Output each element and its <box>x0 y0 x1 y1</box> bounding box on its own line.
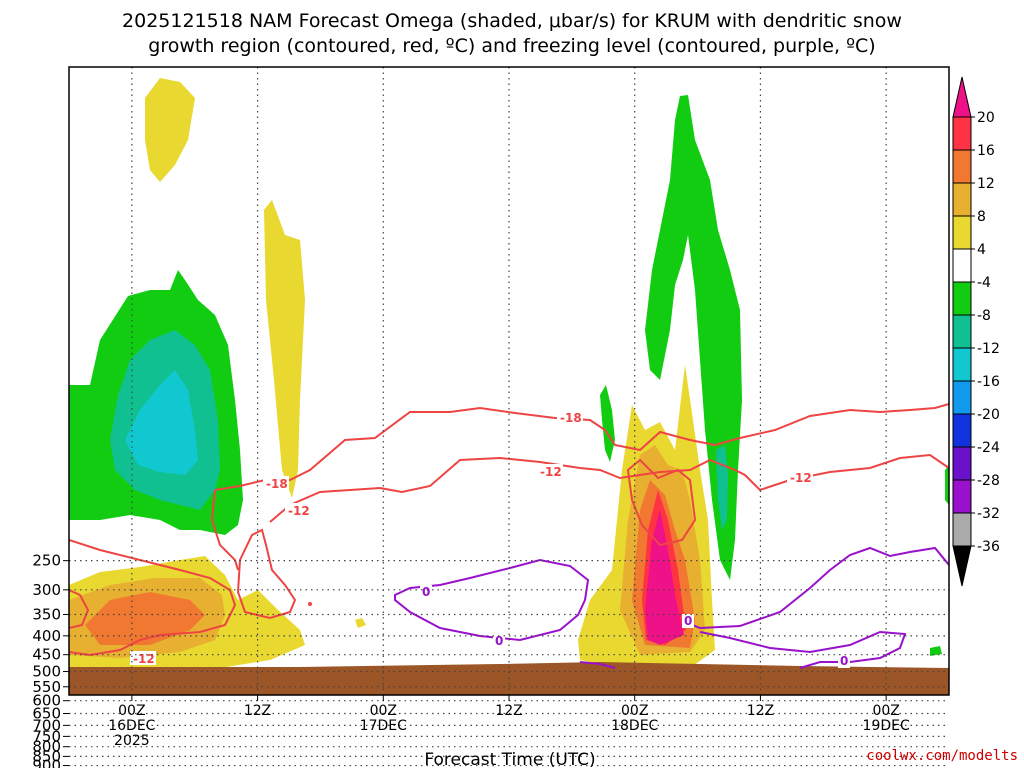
isotherm-minus18-left <box>210 489 239 571</box>
colorbar-segment-4 <box>952 215 972 250</box>
contour-label-zero-b: 0 <box>495 634 503 648</box>
contour-label-zero-d: 0 <box>840 654 848 668</box>
isotherm-minus12-lower <box>69 539 237 657</box>
contour-label-zero-c: 0 <box>684 614 692 628</box>
colorbar-segment-7 <box>952 314 972 349</box>
isotherm-minus12-upper <box>269 453 949 523</box>
x-tick-label-4-0: 00Z <box>621 703 648 719</box>
isotherm-minus12-loop <box>236 528 297 620</box>
contour-label-minus18-a: -18 <box>266 477 288 491</box>
omega-region-neg12-left <box>125 370 198 475</box>
x-tick-label-5-0: 12Z <box>747 703 774 719</box>
freezing-level-right <box>684 546 949 630</box>
omega-region-pos4-column-12z <box>264 200 305 498</box>
chart-title-line-2: growth region (contoured, red, ºC) and f… <box>148 35 875 57</box>
credit-text: coolwx.com/modelts <box>866 748 1018 764</box>
y-tick-label-900: 900 <box>32 757 61 768</box>
colorbar-label-9: -20 <box>977 407 1000 423</box>
omega-region-neg4-small <box>600 385 615 462</box>
x-tick-label-1-0: 12Z <box>244 703 271 719</box>
isotherm-minus18 <box>214 403 949 491</box>
contour-labels: -18 -12 -18 -12 -12 -12 0 0 0 0 <box>130 410 850 668</box>
colorbar-label-3: 8 <box>977 209 986 225</box>
colorbar-bottom-arrow <box>952 545 972 587</box>
y-tick-label-250: 250 <box>32 552 61 570</box>
y-tick-label-600: 600 <box>32 692 61 710</box>
y-tick-label-350: 350 <box>32 605 61 623</box>
colorbar-segment-11 <box>952 446 972 481</box>
y-tick-label-450: 450 <box>32 646 61 664</box>
isotherm-dot <box>308 602 312 606</box>
x-tick-label-2-0: 00Z <box>370 703 397 719</box>
x-tick-label-0-1: 16DEC <box>108 718 155 734</box>
colorbar-segment-8 <box>952 347 972 382</box>
x-tick-label-0-0: 00Z <box>118 703 145 719</box>
plot-frame <box>68 66 950 696</box>
colorbar-top-arrow <box>952 76 972 118</box>
colorbar-label-1: 16 <box>977 143 995 159</box>
contour-label-minus12-a: -12 <box>288 504 310 518</box>
colorbar: 20 16 12 8 4 -4 -8 -12 -16 -20 -24 -28 -32 -36 <box>952 76 1000 587</box>
x-tick-label-6-1: 19DEC <box>863 718 910 734</box>
colorbar-segment-12 <box>952 479 972 514</box>
y-tick-label-300: 300 <box>32 581 61 599</box>
colorbar-label-10: -24 <box>977 440 1000 456</box>
y-tick-label-800: 800 <box>32 738 61 756</box>
chart-title-line-1: 2025121518 NAM Forecast Omega (shaded, μ… <box>122 10 902 32</box>
contour-label-minus12-d: -12 <box>133 652 155 666</box>
colorbar-label-8: -16 <box>977 374 1000 390</box>
colorbar-label-7: -12 <box>977 341 1000 357</box>
isotherm-minus12-loop-18dec <box>626 458 697 547</box>
gridlines <box>69 67 949 767</box>
omega-region-pos4-small <box>355 618 366 628</box>
y-axis: 250 300 350 4004505005506006507007508008509… <box>32 552 69 768</box>
colorbar-segment-2 <box>952 149 972 184</box>
colorbar-segment-5 <box>952 248 972 283</box>
y-tick-label-500: 500 <box>32 663 61 681</box>
colorbar-segment-13 <box>952 512 972 547</box>
colorbar-segment-10 <box>952 413 972 448</box>
x-tick-label-3-0: 12Z <box>495 703 522 719</box>
omega-region-pos20-18dec <box>645 510 684 645</box>
colorbar-segment-9 <box>952 380 972 415</box>
omega-region-pos4-top-left <box>145 78 195 182</box>
colorbar-segment-6 <box>952 281 972 316</box>
y-tick-label-400: 400 <box>32 627 61 645</box>
x-axis-title: Forecast Time (UTC) <box>424 750 595 768</box>
colorbar-label-6: -8 <box>977 308 991 324</box>
x-tick-label-0-2: 2025 <box>114 733 150 749</box>
colorbar-label-0: 20 <box>977 110 995 126</box>
omega-region-neg4-right-small <box>930 646 942 656</box>
omega-region-neg4-right-edge <box>945 465 949 505</box>
isotherm-minus12-left-blob <box>69 589 90 629</box>
colorbar-segment-1 <box>952 116 972 151</box>
contour-label-minus12-b: -12 <box>540 465 562 479</box>
y-tick-label-950: 950 <box>32 765 61 768</box>
freezing-level-main <box>394 558 590 642</box>
freezing-level-bottom <box>579 661 616 669</box>
colorbar-label-4: 4 <box>977 242 986 258</box>
x-tick-label-2-1: 17DEC <box>360 718 407 734</box>
colorbar-label-5: -4 <box>977 275 991 291</box>
omega-region-pos12-left <box>85 592 205 645</box>
colorbar-label-12: -32 <box>977 506 1000 522</box>
contour-label-minus18-b: -18 <box>560 411 582 425</box>
contour-label-zero-a: 0 <box>422 585 430 599</box>
colorbar-label-11: -28 <box>977 473 1000 489</box>
colorbar-segment-3 <box>952 182 972 217</box>
y-tick-label-750: 750 <box>32 727 61 745</box>
y-tick-label-650: 650 <box>32 704 61 722</box>
y-tick-label-700: 700 <box>32 716 61 734</box>
x-tick-label-6-0: 00Z <box>872 703 899 719</box>
colorbar-label-13: -36 <box>977 539 1000 555</box>
x-tick-label-4-1: 18DEC <box>611 718 658 734</box>
y-tick-label-550: 550 <box>32 678 61 696</box>
y-tick-label-850: 850 <box>32 747 61 765</box>
contour-label-minus12-c: -12 <box>790 471 812 485</box>
colorbar-label-2: 12 <box>977 176 995 192</box>
